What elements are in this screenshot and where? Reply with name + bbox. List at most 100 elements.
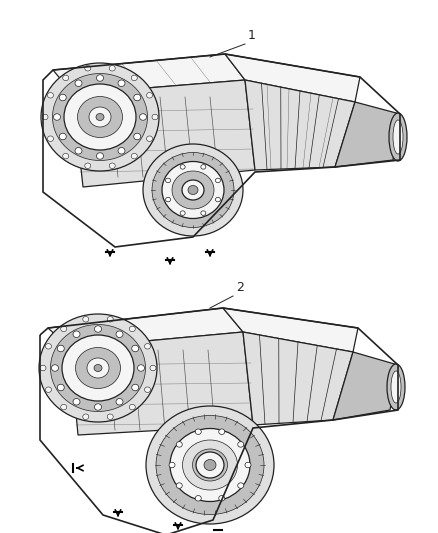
Ellipse shape bbox=[57, 345, 64, 352]
Ellipse shape bbox=[118, 148, 125, 154]
Polygon shape bbox=[225, 54, 360, 102]
Ellipse shape bbox=[219, 496, 225, 501]
Ellipse shape bbox=[166, 178, 170, 183]
Ellipse shape bbox=[109, 66, 115, 71]
Ellipse shape bbox=[182, 180, 204, 200]
Text: 2: 2 bbox=[236, 281, 244, 294]
Ellipse shape bbox=[147, 136, 152, 141]
Ellipse shape bbox=[73, 331, 80, 337]
Ellipse shape bbox=[180, 211, 185, 215]
Ellipse shape bbox=[166, 197, 170, 202]
Ellipse shape bbox=[89, 107, 111, 127]
Ellipse shape bbox=[46, 344, 51, 349]
Ellipse shape bbox=[143, 144, 243, 236]
Ellipse shape bbox=[134, 94, 141, 101]
Ellipse shape bbox=[169, 462, 175, 468]
Ellipse shape bbox=[129, 405, 135, 410]
Polygon shape bbox=[245, 80, 355, 170]
Ellipse shape bbox=[147, 93, 152, 98]
Ellipse shape bbox=[53, 74, 148, 160]
Polygon shape bbox=[70, 332, 253, 435]
Ellipse shape bbox=[132, 384, 139, 391]
Ellipse shape bbox=[96, 114, 104, 120]
Ellipse shape bbox=[47, 136, 53, 141]
Ellipse shape bbox=[57, 384, 64, 391]
Ellipse shape bbox=[94, 365, 102, 372]
Ellipse shape bbox=[170, 429, 250, 502]
Ellipse shape bbox=[138, 365, 145, 372]
Ellipse shape bbox=[188, 185, 198, 195]
Ellipse shape bbox=[172, 171, 214, 209]
Ellipse shape bbox=[152, 114, 158, 120]
Ellipse shape bbox=[389, 113, 407, 161]
Ellipse shape bbox=[145, 387, 151, 392]
Ellipse shape bbox=[176, 483, 182, 488]
Ellipse shape bbox=[73, 399, 80, 405]
Ellipse shape bbox=[83, 414, 89, 419]
Ellipse shape bbox=[116, 399, 123, 405]
Ellipse shape bbox=[387, 364, 405, 410]
Ellipse shape bbox=[150, 365, 156, 371]
Ellipse shape bbox=[215, 178, 220, 183]
Ellipse shape bbox=[85, 163, 91, 168]
Ellipse shape bbox=[215, 197, 220, 202]
Ellipse shape bbox=[118, 80, 125, 86]
Ellipse shape bbox=[201, 165, 206, 169]
Ellipse shape bbox=[183, 440, 237, 490]
Ellipse shape bbox=[393, 120, 403, 154]
Ellipse shape bbox=[195, 496, 201, 501]
Ellipse shape bbox=[75, 80, 82, 86]
Ellipse shape bbox=[146, 406, 274, 524]
Ellipse shape bbox=[64, 84, 136, 150]
Ellipse shape bbox=[46, 387, 51, 392]
Ellipse shape bbox=[63, 75, 69, 80]
Ellipse shape bbox=[95, 404, 102, 410]
Ellipse shape bbox=[176, 442, 182, 447]
Ellipse shape bbox=[219, 429, 225, 434]
Ellipse shape bbox=[204, 459, 216, 471]
Polygon shape bbox=[53, 54, 245, 94]
Ellipse shape bbox=[40, 365, 46, 371]
Ellipse shape bbox=[59, 133, 66, 140]
Ellipse shape bbox=[116, 331, 123, 337]
Ellipse shape bbox=[162, 161, 224, 219]
Ellipse shape bbox=[245, 462, 251, 468]
Ellipse shape bbox=[62, 335, 134, 401]
Ellipse shape bbox=[238, 483, 244, 488]
Ellipse shape bbox=[75, 348, 120, 389]
Ellipse shape bbox=[41, 63, 159, 171]
Ellipse shape bbox=[75, 148, 82, 154]
Ellipse shape bbox=[78, 96, 123, 138]
Ellipse shape bbox=[96, 153, 103, 159]
Ellipse shape bbox=[180, 165, 185, 169]
Polygon shape bbox=[223, 308, 358, 352]
Ellipse shape bbox=[61, 326, 67, 332]
Ellipse shape bbox=[145, 344, 151, 349]
Polygon shape bbox=[48, 308, 243, 348]
Ellipse shape bbox=[156, 416, 264, 514]
Ellipse shape bbox=[152, 152, 234, 228]
Ellipse shape bbox=[238, 442, 244, 447]
Ellipse shape bbox=[39, 314, 157, 422]
Ellipse shape bbox=[52, 365, 59, 372]
Polygon shape bbox=[333, 352, 398, 420]
Ellipse shape bbox=[139, 114, 146, 120]
Ellipse shape bbox=[50, 325, 145, 411]
Ellipse shape bbox=[195, 429, 201, 434]
Ellipse shape bbox=[192, 449, 227, 481]
Ellipse shape bbox=[42, 114, 48, 120]
Ellipse shape bbox=[134, 133, 141, 140]
Ellipse shape bbox=[391, 371, 401, 403]
Polygon shape bbox=[335, 102, 400, 167]
Ellipse shape bbox=[87, 358, 109, 378]
Ellipse shape bbox=[109, 163, 115, 168]
Ellipse shape bbox=[196, 452, 224, 478]
Ellipse shape bbox=[63, 154, 69, 159]
Ellipse shape bbox=[47, 93, 53, 98]
Ellipse shape bbox=[95, 326, 102, 332]
Ellipse shape bbox=[85, 66, 91, 71]
Text: 1: 1 bbox=[248, 29, 256, 42]
Polygon shape bbox=[73, 80, 255, 187]
Ellipse shape bbox=[83, 317, 89, 322]
Ellipse shape bbox=[107, 414, 113, 419]
